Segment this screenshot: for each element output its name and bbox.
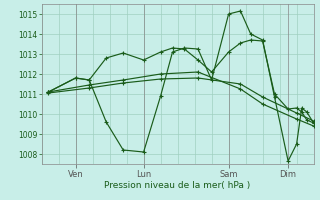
X-axis label: Pression niveau de la mer( hPa ): Pression niveau de la mer( hPa )	[104, 181, 251, 190]
